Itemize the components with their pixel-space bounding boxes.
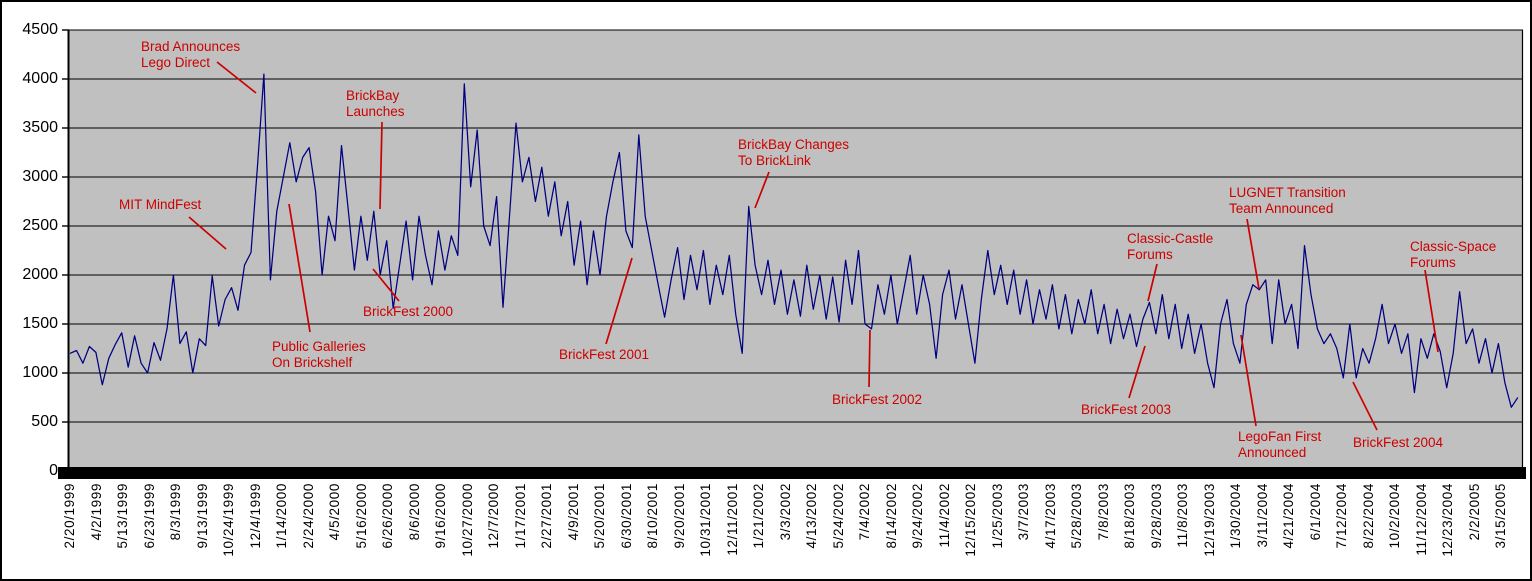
annotation-leader-line	[1147, 263, 1158, 302]
x-axis-tick-label: 4/2/1999	[88, 483, 104, 541]
annotation-leader-line	[1424, 269, 1439, 353]
x-axis-tick-label: 10/24/1999	[221, 483, 236, 557]
x-axis-tick-label: 6/26/2000	[380, 483, 395, 549]
data-line	[69, 73, 1519, 408]
x-axis-tick-label: 12/15/2002	[963, 483, 978, 557]
x-axis-tick-label: 5/13/1999	[115, 483, 130, 549]
x-axis-tick-label: 4/17/2003	[1042, 483, 1058, 549]
x-axis-tick-label: 12/23/2004	[1440, 483, 1455, 557]
x-axis-tick-label: 5/24/2002	[830, 483, 846, 549]
x-axis-tick-label: 12/4/1999	[247, 483, 263, 549]
y-axis-tick-label: 0	[49, 462, 58, 479]
event-annotation: Classic-Castle Forums	[1127, 231, 1214, 262]
x-axis-tick-label: 9/13/1999	[194, 483, 210, 549]
x-axis-tick-label: 2/2/2005	[1466, 483, 1482, 541]
y-axis-tick-label: 2500	[22, 217, 58, 234]
annotation-leader-line	[216, 61, 257, 94]
annotation-leader-line	[379, 121, 383, 210]
annotation-leader-line	[288, 203, 311, 333]
x-axis-tick-label: 5/28/2003	[1069, 483, 1084, 549]
x-axis-tick-label: 10/31/2001	[698, 483, 713, 557]
plot-area	[69, 30, 1523, 479]
x-axis-tick-label: 8/14/2002	[883, 483, 899, 549]
event-annotation: Classic-Space Forums	[1410, 239, 1497, 270]
x-axis-band	[58, 467, 1526, 479]
x-axis-tick-label: 7/12/2004	[1334, 483, 1349, 549]
annotation-leader-line	[754, 171, 770, 209]
x-axis-tick-label: 2/20/1999	[62, 483, 77, 549]
event-annotation: BrickBay Changes To BrickLink	[738, 137, 850, 168]
event-annotation: MIT MindFest	[119, 197, 202, 212]
y-axis-tick-label: 1000	[22, 364, 58, 381]
x-axis-tick-label: 4/9/2001	[565, 483, 581, 541]
annotation-leader-line	[372, 268, 400, 302]
y-axis-tick-label: 3000	[22, 168, 58, 185]
x-axis-tick-label: 12/7/2000	[486, 483, 501, 549]
annotation-leader-line	[188, 216, 227, 250]
x-axis-tick-label: 10/27/2000	[459, 483, 475, 557]
x-axis-tick-label: 9/20/2001	[671, 483, 687, 549]
x-axis-tick-label: 6/30/2001	[618, 483, 634, 549]
annotation-leader-line	[1352, 381, 1378, 431]
event-annotation: Brad Announces Lego Direct	[141, 39, 241, 70]
x-axis-tick-label: 5/16/2000	[353, 483, 369, 549]
event-annotation: BrickFest 2004	[1353, 435, 1444, 450]
x-axis-tick-label: 4/5/2000	[327, 483, 342, 541]
annotation-leader-line	[1128, 345, 1146, 399]
event-annotation: BrickBay Launches	[346, 88, 405, 119]
x-axis-tick-label: 3/7/2003	[1016, 483, 1031, 541]
x-axis-tick-label: 11/4/2002	[936, 483, 952, 548]
annotation-leader-line	[868, 329, 871, 388]
x-axis-tick-label: 8/22/2004	[1360, 483, 1376, 549]
x-axis-tick-label: 8/10/2001	[645, 483, 660, 549]
event-annotation: BrickFest 2002	[832, 392, 923, 407]
y-axis-tick-label: 4500	[22, 21, 58, 38]
x-axis-tick-label: 6/23/1999	[141, 483, 157, 549]
x-axis-tick-label: 8/18/2003	[1122, 483, 1137, 549]
event-annotation: BrickFest 2001	[559, 347, 650, 362]
y-axis-tick-label: 2000	[22, 266, 58, 283]
event-annotation: LUGNET Transition Team Announced	[1229, 185, 1346, 216]
x-axis-tick-label: 9/28/2003	[1148, 483, 1164, 549]
x-axis-tick-label: 11/8/2003	[1175, 483, 1190, 548]
x-axis-tick-label: 7/4/2002	[857, 483, 872, 541]
y-axis-tick-label: 3500	[22, 119, 58, 136]
x-axis-tick-label: 9/16/2000	[433, 483, 448, 549]
x-axis-tick-label: 8/6/2000	[406, 483, 422, 541]
annotation-leader-line	[1246, 218, 1260, 290]
x-axis-tick-label: 4/21/2004	[1281, 483, 1296, 549]
y-axis-tick-label: 500	[31, 413, 58, 430]
x-axis-tick-label: 12/11/2001	[724, 483, 740, 556]
x-axis-tick-label: 1/21/2002	[751, 483, 766, 549]
x-axis-tick-label: 4/13/2002	[804, 483, 819, 549]
x-axis-tick-label: 1/14/2000	[274, 483, 289, 549]
event-annotation: LegoFan First Announced	[1238, 429, 1322, 460]
y-axis-tick-label: 1500	[22, 315, 58, 332]
x-axis-tick-label: 2/27/2001	[539, 483, 554, 549]
x-axis-tick-label: 11/12/2004	[1413, 483, 1429, 556]
x-axis-tick-label: 5/20/2001	[592, 483, 607, 549]
x-axis-tick-label: 3/15/2005	[1493, 483, 1508, 549]
x-axis-tick-label: 9/24/2002	[910, 483, 925, 549]
x-axis-tick-label: 3/3/2002	[777, 483, 793, 541]
x-axis-tick-label: 7/8/2003	[1095, 483, 1111, 541]
x-axis-tick-label: 12/19/2003	[1201, 483, 1217, 557]
event-annotation: BrickFest 2000	[363, 304, 454, 319]
x-axis-tick-label: 8/3/1999	[168, 483, 183, 541]
y-axis-line	[67, 30, 70, 479]
annotation-leader-line	[605, 257, 633, 345]
y-axis-tick-label: 4000	[22, 70, 58, 87]
x-axis-tick-label: 3/11/2004	[1254, 483, 1270, 548]
x-axis-tick-label: 1/30/2004	[1228, 483, 1243, 549]
x-axis-tick-label: 2/24/2000	[300, 483, 316, 549]
event-annotation: Public Galleries On Brickshelf	[272, 339, 366, 370]
x-axis-tick-label: 10/2/2004	[1387, 483, 1402, 549]
x-axis-tick-label: 6/1/2004	[1307, 483, 1323, 541]
x-axis-tick-label: 1/25/2003	[989, 483, 1005, 549]
annotation-leader-line	[1240, 334, 1257, 427]
event-annotation: BrickFest 2003	[1081, 402, 1172, 417]
x-axis-tick-label: 1/17/2001	[512, 483, 528, 549]
